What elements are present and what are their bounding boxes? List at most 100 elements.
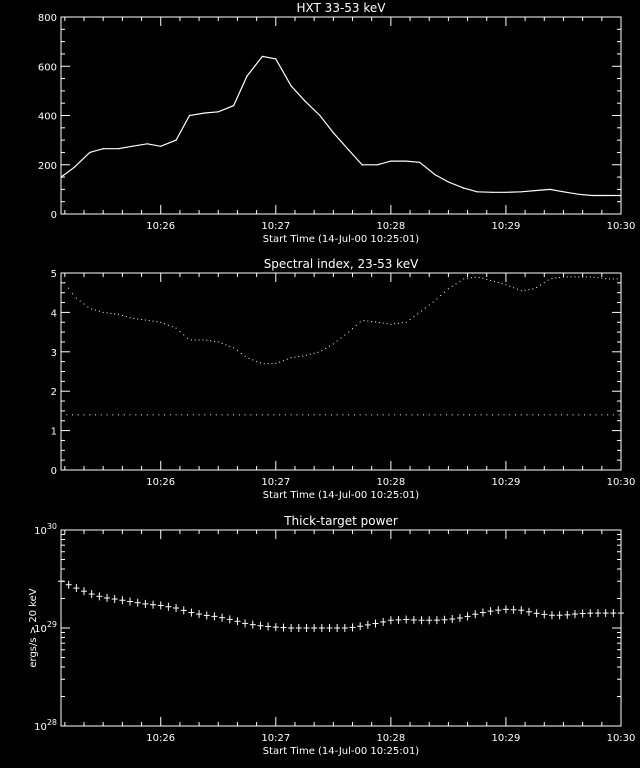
data-point <box>359 414 361 416</box>
data-point <box>296 414 298 416</box>
data-point <box>288 624 295 632</box>
data-point <box>513 287 515 289</box>
data-point <box>468 414 470 416</box>
data-point <box>390 160 392 162</box>
data-point <box>463 414 465 416</box>
data-point <box>399 414 401 416</box>
data-point <box>334 624 341 632</box>
data-point <box>192 414 194 416</box>
data-point <box>325 414 327 416</box>
data-point <box>302 355 304 357</box>
data-point <box>188 608 195 617</box>
y-tick-label: 1 <box>51 427 57 438</box>
data-point <box>403 615 410 624</box>
data-point <box>72 414 74 416</box>
data-point <box>348 414 350 416</box>
data-point <box>152 320 154 322</box>
y-axis-label: ergs/s > 20 keV <box>28 588 39 667</box>
data-point <box>73 166 76 168</box>
data-point <box>267 363 269 365</box>
data-point <box>131 145 133 147</box>
data-point <box>77 414 79 416</box>
data-point <box>532 288 534 290</box>
x-axis-label: Start Time (14-Jul-00 10:25:01) <box>263 490 420 501</box>
data-point <box>290 414 292 416</box>
data-point <box>102 311 104 313</box>
data-point <box>58 577 64 586</box>
y-tick-base: 10 <box>34 722 47 733</box>
data-point <box>405 321 407 323</box>
data-point <box>418 616 425 625</box>
data-point <box>562 276 564 278</box>
data-point <box>100 414 102 416</box>
chart-panel-1: HXT 33-53 keV 10:26 10:27 10:28 10:29 10:30 St… <box>38 1 636 245</box>
data-point <box>387 616 394 625</box>
y-tick-label: 200 <box>38 161 57 172</box>
data-point <box>436 298 438 300</box>
data-point <box>134 598 141 607</box>
data-point <box>106 312 108 314</box>
data-point <box>261 55 263 58</box>
y-tick-label: 1029 <box>34 620 57 635</box>
data-point <box>305 354 307 356</box>
data-point <box>528 289 530 291</box>
data-point <box>601 277 603 279</box>
data-point <box>597 277 599 279</box>
data-point <box>618 609 624 618</box>
data-point <box>555 277 557 279</box>
data-point <box>198 414 200 416</box>
data-point <box>424 307 426 309</box>
data-point <box>65 580 72 589</box>
x-tick-label: 10:30 <box>607 733 636 744</box>
data-point <box>539 284 541 286</box>
data-point <box>160 321 162 323</box>
data-point <box>579 609 586 618</box>
data-point <box>302 414 304 416</box>
data-point <box>175 139 177 141</box>
data-point <box>543 282 545 284</box>
data-point <box>328 345 330 347</box>
data-point <box>226 615 233 624</box>
data-point <box>394 323 396 325</box>
y-tick-label: 400 <box>38 112 57 123</box>
data-point <box>578 414 580 416</box>
data-point <box>341 624 348 632</box>
data-point <box>365 414 367 416</box>
data-point <box>95 309 97 311</box>
data-point <box>181 414 183 416</box>
data-point <box>238 414 240 416</box>
data-point <box>570 276 572 278</box>
data-point <box>376 414 378 416</box>
data-point <box>547 279 549 281</box>
data-point <box>352 328 354 330</box>
data-point <box>236 350 238 352</box>
x-tick-label: 10:28 <box>376 221 405 232</box>
data-point <box>572 414 574 416</box>
data-point <box>480 414 482 416</box>
data-point <box>157 601 164 610</box>
data-point <box>257 621 264 630</box>
data-point <box>188 114 191 117</box>
data-point <box>378 322 380 324</box>
data-point <box>549 188 551 190</box>
data-point <box>336 414 338 416</box>
data-point <box>146 143 148 145</box>
data-point <box>282 360 284 362</box>
data-point <box>610 609 617 618</box>
data-point <box>395 615 402 624</box>
data-point <box>219 613 226 622</box>
data-point <box>98 310 100 312</box>
data-point <box>526 414 528 416</box>
data-point <box>578 276 580 278</box>
data-point <box>233 347 235 349</box>
data-point <box>106 414 108 416</box>
data-point <box>456 614 463 623</box>
data-point <box>413 316 415 318</box>
data-point <box>265 622 272 631</box>
data-point <box>173 603 180 612</box>
data-point <box>367 320 369 322</box>
data-point <box>215 414 217 416</box>
data-point <box>72 293 74 295</box>
data-point <box>616 278 618 280</box>
